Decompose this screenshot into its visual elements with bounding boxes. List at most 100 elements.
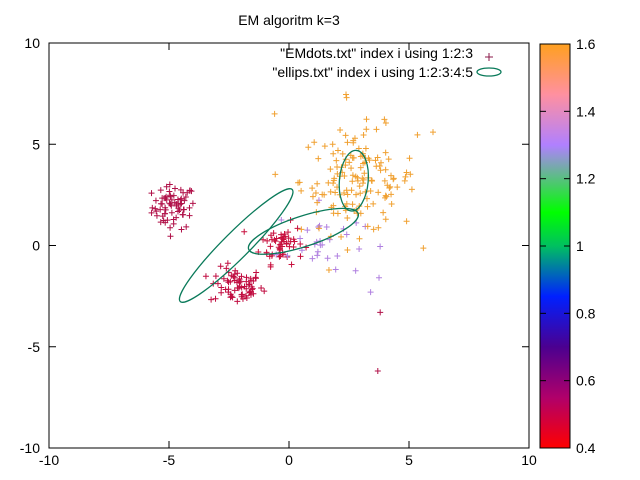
x-tick-label: -5 [163, 452, 176, 468]
data-point [348, 165, 355, 172]
colorbar-tick-label: 1.4 [576, 103, 596, 119]
data-point [270, 230, 277, 237]
data-point [182, 194, 189, 201]
data-point [279, 235, 286, 242]
data-point [228, 293, 235, 300]
data-point [272, 238, 279, 245]
data-point [390, 176, 397, 183]
data-point [383, 193, 390, 200]
data-point [170, 220, 177, 227]
data-point [212, 295, 219, 302]
data-point [374, 368, 381, 375]
data-point [267, 263, 274, 270]
legend-label-dots: "EMdots.txt" index i using 1:2:3 [280, 45, 473, 61]
data-point [157, 200, 164, 207]
data-point [188, 188, 195, 195]
data-point [385, 156, 392, 163]
data-point [337, 126, 344, 133]
legend-label-ellipse: "ellips.txt" index i using 1:2:3:4:5 [272, 64, 473, 80]
data-point [373, 126, 380, 133]
data-point [183, 223, 190, 230]
data-point [298, 226, 305, 233]
data-point [273, 251, 280, 258]
data-point [229, 294, 236, 301]
data-point [356, 235, 363, 242]
data-point [430, 129, 436, 136]
data-point [187, 187, 194, 194]
data-point [341, 189, 348, 196]
data-point [234, 298, 241, 305]
data-point [334, 170, 341, 177]
data-point [363, 116, 370, 123]
data-point [284, 252, 291, 259]
data-point [311, 139, 318, 146]
data-point [381, 116, 388, 123]
data-point [314, 248, 321, 255]
cluster-ellipse [338, 149, 370, 212]
data-point [178, 226, 185, 233]
data-point [189, 200, 196, 207]
data-point [178, 195, 185, 202]
data-point [305, 144, 312, 151]
y-tick-label: 5 [32, 136, 40, 152]
data-point [364, 203, 371, 210]
data-point [161, 210, 168, 217]
data-point [344, 215, 351, 222]
data-point [420, 245, 427, 252]
data-point [241, 228, 248, 235]
data-point [246, 281, 253, 288]
data-point [342, 162, 349, 169]
data-point [174, 196, 181, 203]
data-point [382, 149, 389, 156]
data-point [276, 245, 283, 252]
cluster-ellipse [178, 188, 294, 303]
data-point [327, 188, 334, 195]
data-point [297, 235, 304, 242]
data-point [297, 253, 304, 260]
data-point [388, 172, 395, 179]
data-point [349, 178, 356, 185]
data-point [382, 166, 389, 173]
data-point [316, 222, 323, 229]
data-point [343, 91, 350, 98]
legend-ellipse-marker [476, 67, 502, 77]
data-point [186, 212, 193, 219]
data-point [314, 199, 321, 206]
data-point [309, 255, 316, 262]
data-point [267, 243, 274, 250]
data-point [382, 216, 389, 223]
data-point [364, 223, 371, 230]
data-point [314, 180, 321, 187]
data-point [330, 177, 337, 184]
data-point [382, 119, 389, 126]
data-point [370, 226, 377, 233]
data-point [360, 132, 367, 139]
data-point [344, 139, 351, 146]
data-point [356, 183, 363, 190]
y-tick-label: -10 [20, 440, 40, 456]
data-point [315, 155, 322, 162]
data-point [163, 193, 170, 200]
data-point [329, 141, 336, 148]
colorbar-ticks: 0.4 0.6 0.8 1 1.2 1.4 1.6 [540, 36, 596, 456]
data-point [324, 255, 331, 262]
data-point [167, 233, 174, 240]
data-point [332, 266, 339, 273]
data-point [168, 196, 175, 203]
data-point [321, 143, 328, 150]
data-point [245, 281, 252, 288]
data-point [234, 270, 241, 277]
data-point [344, 191, 351, 198]
data-point [352, 267, 359, 274]
data-point [179, 211, 186, 218]
data-point [403, 218, 410, 225]
colorbar-tick-label: 1.6 [576, 36, 596, 52]
data-point [359, 175, 366, 182]
legend-plus-marker [485, 53, 493, 61]
data-point [253, 269, 260, 276]
data-point [344, 246, 351, 253]
data-point [157, 206, 164, 213]
data-point [386, 185, 393, 192]
data-point [148, 209, 155, 216]
data-points [148, 91, 436, 375]
